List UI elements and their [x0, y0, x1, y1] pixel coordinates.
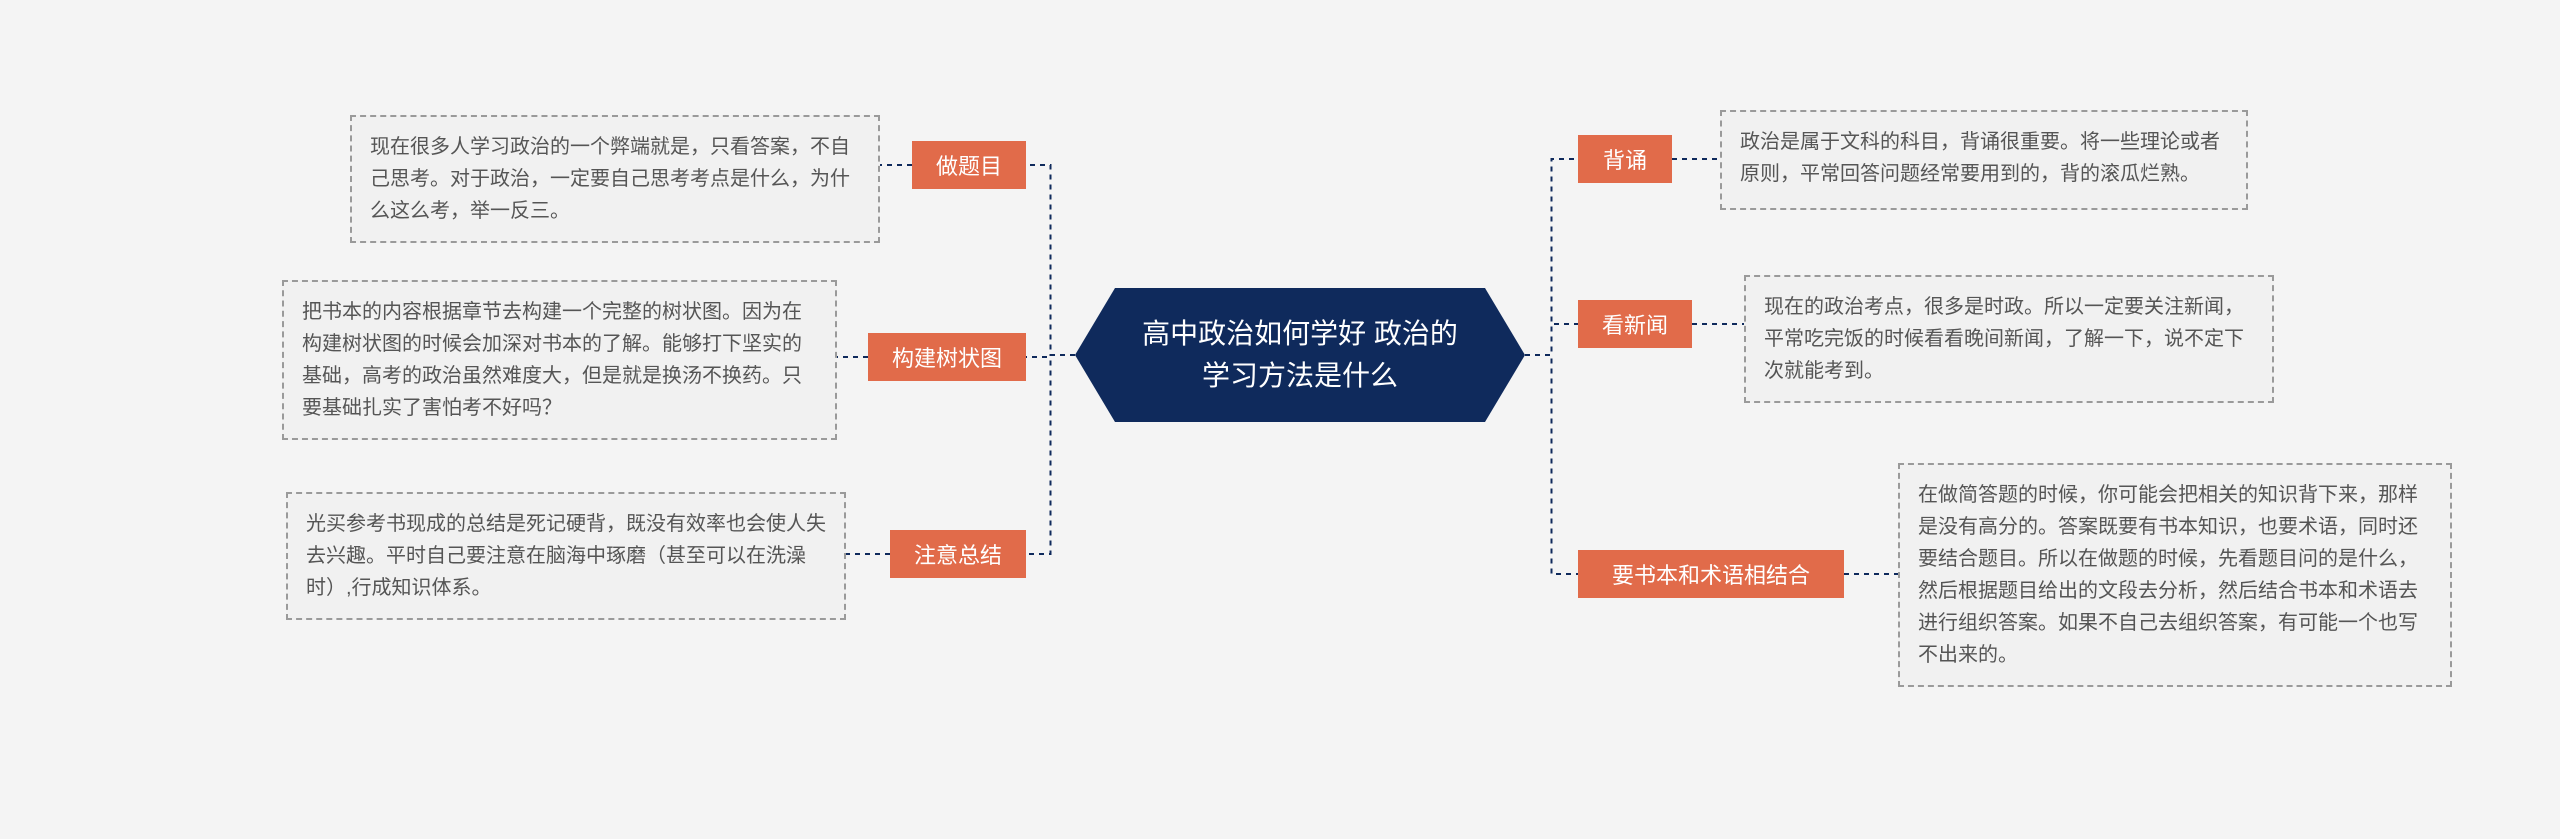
branch-label: 构建树状图 — [868, 333, 1026, 381]
branch-label: 注意总结 — [890, 530, 1026, 578]
branch-label: 看新闻 — [1578, 300, 1692, 348]
leaf-description: 现在很多人学习政治的一个弊端就是，只看答案，不自己思考。对于政治，一定要自己思考… — [350, 115, 880, 243]
branch-label: 做题目 — [912, 141, 1026, 189]
branch-label: 要书本和术语相结合 — [1578, 550, 1844, 598]
leaf-description: 政治是属于文科的科目，背诵很重要。将一些理论或者原则，平常回答问题经常要用到的，… — [1720, 110, 2248, 210]
leaf-description: 现在的政治考点，很多是时政。所以一定要关注新闻，平常吃完饭的时候看看晚间新闻，了… — [1744, 275, 2274, 403]
leaf-description: 把书本的内容根据章节去构建一个完整的树状图。因为在构建树状图的时候会加深对书本的… — [282, 280, 837, 440]
leaf-description: 在做简答题的时候，你可能会把相关的知识背下来，那样是没有高分的。答案既要有书本知… — [1898, 463, 2452, 687]
central-topic: 高中政治如何学好 政治的 学习方法是什么 — [1075, 288, 1525, 422]
branch-label: 背诵 — [1578, 135, 1672, 183]
leaf-description: 光买参考书现成的总结是死记硬背，既没有效率也会使人失去兴趣。平时自己要注意在脑海… — [286, 492, 846, 620]
